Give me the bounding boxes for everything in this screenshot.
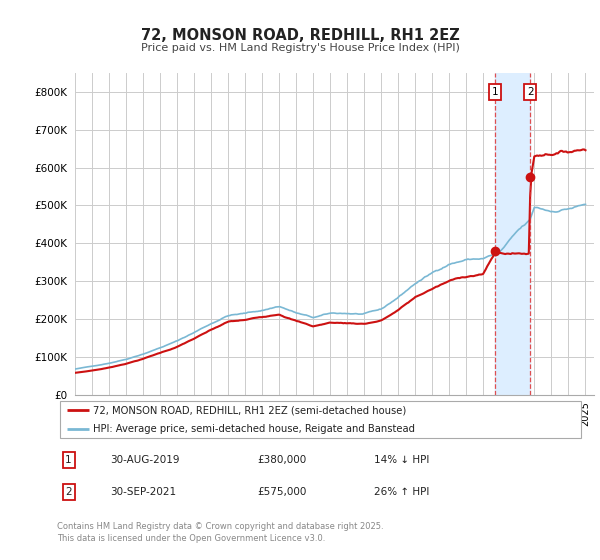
Text: 72, MONSON ROAD, REDHILL, RH1 2EZ (semi-detached house): 72, MONSON ROAD, REDHILL, RH1 2EZ (semi-… bbox=[93, 405, 406, 415]
Text: £575,000: £575,000 bbox=[257, 487, 307, 497]
FancyBboxPatch shape bbox=[59, 401, 581, 438]
Text: 2: 2 bbox=[65, 487, 72, 497]
Text: 2: 2 bbox=[527, 87, 533, 97]
Text: 14% ↓ HPI: 14% ↓ HPI bbox=[374, 455, 429, 465]
Text: 26% ↑ HPI: 26% ↑ HPI bbox=[374, 487, 429, 497]
Text: £380,000: £380,000 bbox=[257, 455, 307, 465]
Text: 1: 1 bbox=[491, 87, 498, 97]
Text: HPI: Average price, semi-detached house, Reigate and Banstead: HPI: Average price, semi-detached house,… bbox=[93, 424, 415, 433]
Text: 1: 1 bbox=[65, 455, 72, 465]
Text: 30-SEP-2021: 30-SEP-2021 bbox=[110, 487, 176, 497]
Text: 72, MONSON ROAD, REDHILL, RH1 2EZ: 72, MONSON ROAD, REDHILL, RH1 2EZ bbox=[140, 28, 460, 43]
Text: 30-AUG-2019: 30-AUG-2019 bbox=[110, 455, 179, 465]
Bar bbox=[495, 73, 530, 395]
Text: Price paid vs. HM Land Registry's House Price Index (HPI): Price paid vs. HM Land Registry's House … bbox=[140, 43, 460, 53]
Text: Contains HM Land Registry data © Crown copyright and database right 2025.
This d: Contains HM Land Registry data © Crown c… bbox=[57, 522, 383, 543]
